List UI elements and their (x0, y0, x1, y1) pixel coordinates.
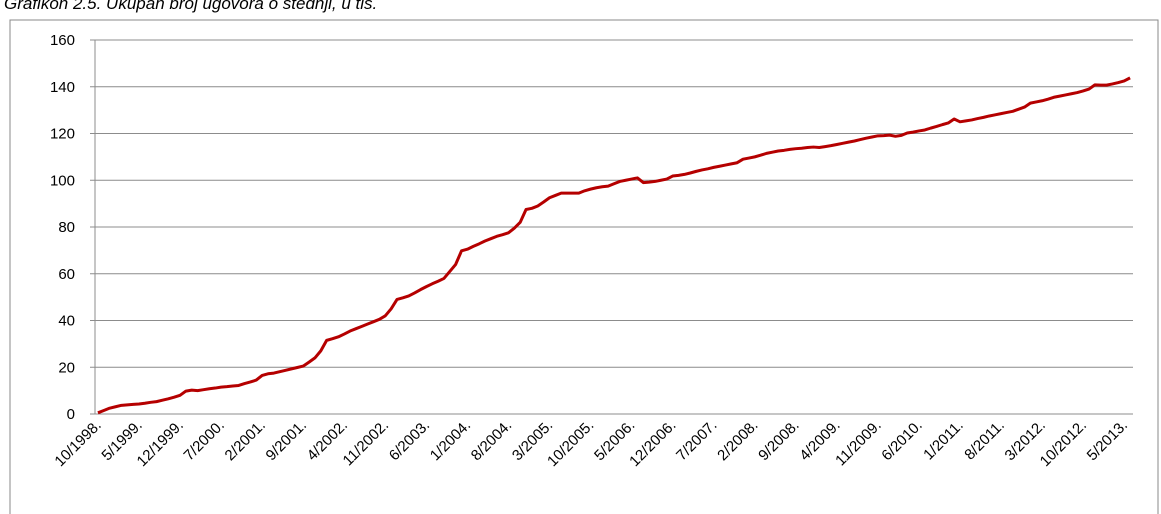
chart-title: Grafikon 2.5. Ukupan broj ugovora o šted… (4, 0, 377, 13)
y-tick-label: 40 (58, 313, 75, 330)
y-tick-label: 60 (58, 266, 75, 283)
y-tick-label: 140 (50, 79, 75, 96)
y-tick-label: 160 (50, 32, 75, 49)
y-tick-label: 20 (58, 359, 75, 376)
y-tick-label: 80 (58, 219, 75, 236)
data-line (97, 76, 1131, 415)
y-tick-label: 120 (50, 126, 75, 143)
y-tick-label: 0 (67, 406, 75, 423)
chart-frame (9, 19, 1159, 514)
y-tick-label: 100 (50, 172, 75, 189)
